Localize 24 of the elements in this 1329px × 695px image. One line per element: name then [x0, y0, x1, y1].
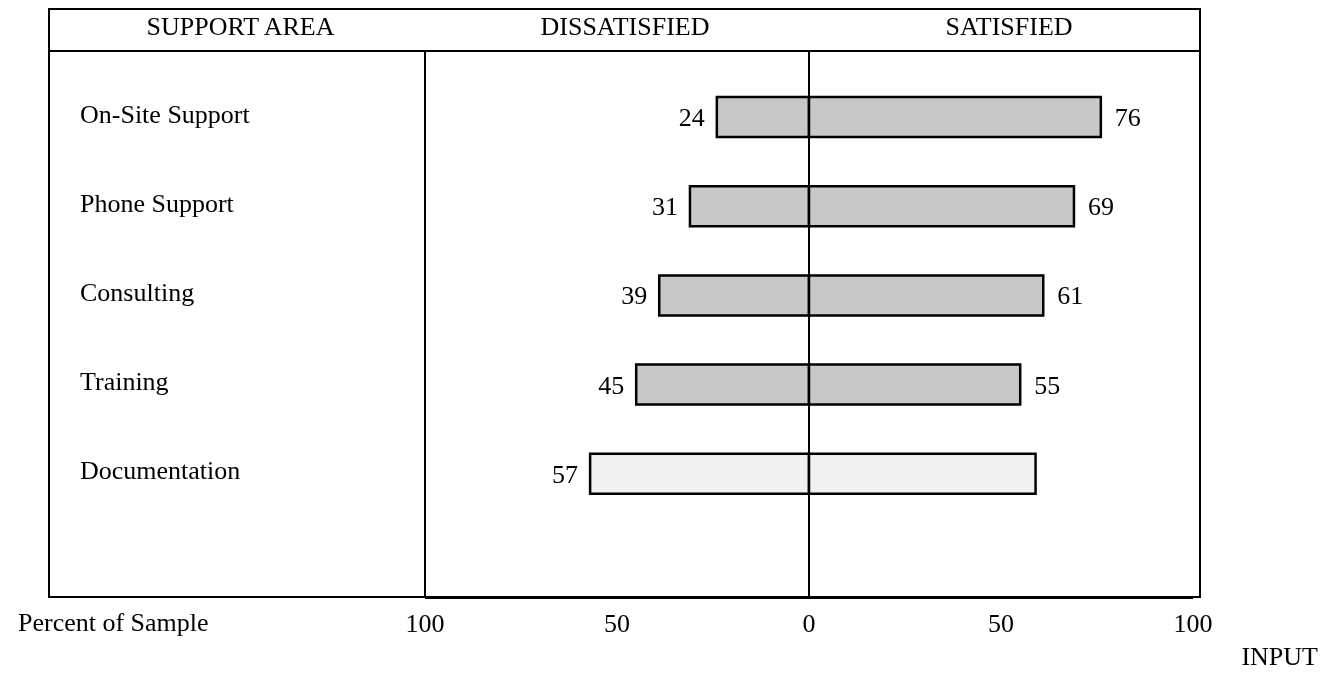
- x-tick-label: 100: [405, 609, 445, 639]
- data-label: 31: [651, 192, 678, 222]
- y-tick-label: Training: [80, 367, 169, 397]
- x-tick-label: 50: [604, 609, 630, 639]
- y-tick-label: Consulting: [80, 278, 195, 307]
- y-tick-label: Documentation: [80, 456, 241, 486]
- y-tick-label: Phone Support: [80, 188, 235, 218]
- x-tick-label: 0: [802, 609, 816, 639]
- data-label: 76: [1114, 103, 1141, 132]
- y-axis-title: SUPPORT AREA: [145, 12, 336, 42]
- data-label: 39: [621, 281, 648, 311]
- x-tick-label: 50: [988, 609, 1014, 639]
- data-label: 69: [1087, 192, 1114, 222]
- data-label: 24: [678, 103, 705, 132]
- text: SATISFIED: [944, 12, 1074, 42]
- text: INPUT: [1241, 642, 1318, 672]
- data-label: 61: [1057, 281, 1084, 311]
- data-label: 57: [552, 459, 579, 489]
- x-axis-title: Percent of Sample: [18, 608, 209, 638]
- data-label: 45: [598, 370, 625, 400]
- data-label: 55: [1034, 370, 1061, 400]
- y-tick-label: On-Site Support: [80, 99, 251, 129]
- text: DISSATISFIED: [539, 12, 711, 42]
- x-tick-label: 100: [1173, 609, 1213, 639]
